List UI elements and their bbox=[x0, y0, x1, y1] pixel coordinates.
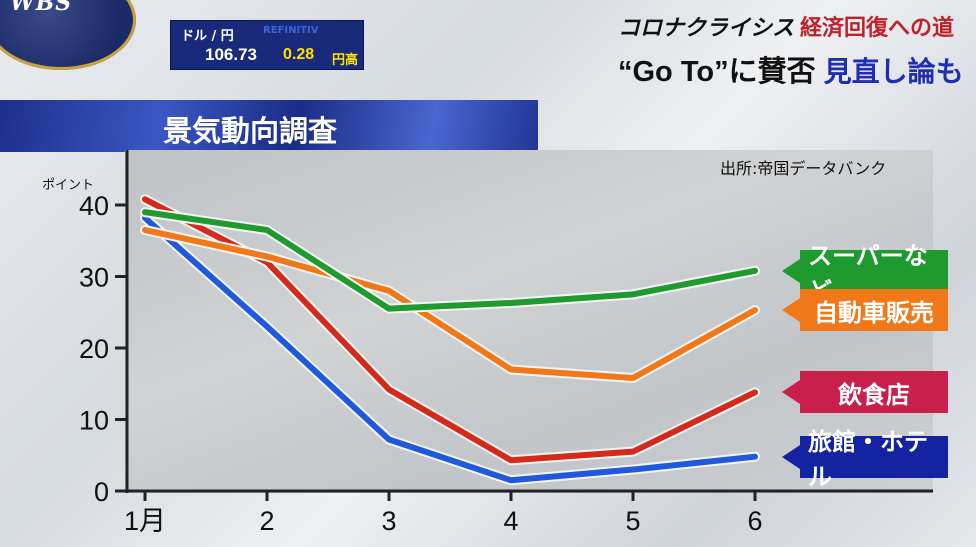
legend-item: 旅館・ホテル bbox=[800, 428, 948, 491]
series-line-2 bbox=[142, 227, 758, 382]
fx-change: 0.28 bbox=[283, 46, 315, 63]
chart-title-banner: 景気動向調査 bbox=[0, 100, 538, 152]
y-tick-label: 30 bbox=[79, 263, 109, 293]
logo-text: WBS bbox=[10, 0, 73, 16]
x-tick-label: 2 bbox=[259, 506, 274, 536]
headline-part1: “Go To”に賛否 bbox=[618, 56, 816, 88]
legend-item: 自動車販売 bbox=[800, 289, 948, 331]
x-tick-label: 3 bbox=[381, 506, 396, 536]
x-tick-label: 5 bbox=[625, 506, 640, 536]
x-tick-label: 4 bbox=[503, 506, 518, 536]
legend-pointer bbox=[782, 380, 800, 404]
series-title-main: コロナクライシス bbox=[618, 15, 795, 41]
series-line-4 bbox=[142, 214, 758, 484]
legend-pointer bbox=[782, 445, 800, 469]
fx-label: ドル / 円 bbox=[181, 29, 234, 44]
legend-pointer bbox=[782, 259, 800, 283]
chart-title: 景気動向調査 bbox=[163, 114, 338, 148]
fx-ticker-box: ドル / 円 REFINITIV 106.73 0.28 円高 bbox=[170, 20, 364, 70]
y-axis-unit: ポイント bbox=[42, 178, 95, 193]
legend-item: スーパーなど bbox=[800, 242, 948, 305]
fx-source: REFINITIV bbox=[263, 25, 319, 36]
headline-part2: 見直し論も bbox=[823, 55, 964, 88]
wbs-logo: WBS bbox=[0, 0, 136, 70]
fx-direction: 円高 bbox=[332, 53, 359, 68]
series-title-sub: 経済回復への道 bbox=[800, 16, 955, 41]
series-title: コロナクライシス 経済回復への道 bbox=[618, 10, 954, 42]
x-tick-label: 6 bbox=[747, 506, 762, 536]
headline: “Go To”に賛否 見直し論も bbox=[618, 48, 964, 90]
y-tick-label: 40 bbox=[79, 191, 109, 221]
y-tick-label: 10 bbox=[79, 406, 109, 436]
y-tick-label: 0 bbox=[94, 477, 109, 507]
fx-rate: 106.73 bbox=[205, 45, 257, 64]
y-tick-label: 20 bbox=[79, 334, 109, 364]
legend-pointer bbox=[782, 298, 800, 322]
chart-source: 出所:帝国データバンク bbox=[720, 159, 887, 178]
series-line-1 bbox=[142, 209, 758, 312]
x-tick-label: 1月 bbox=[124, 506, 166, 536]
legend-item: 飲食店 bbox=[800, 371, 948, 413]
